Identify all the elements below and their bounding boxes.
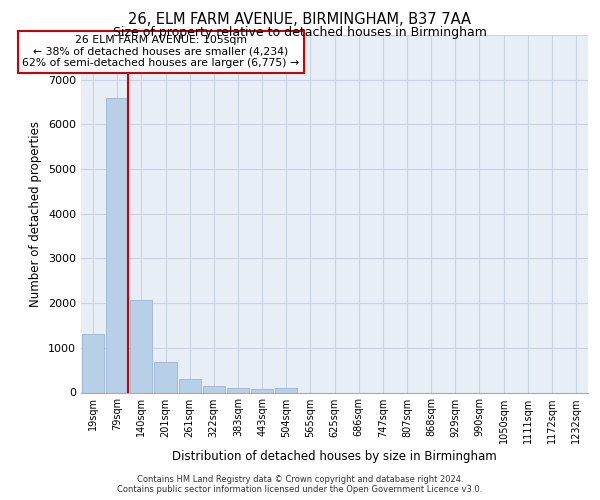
Text: Size of property relative to detached houses in Birmingham: Size of property relative to detached ho… [113,26,487,39]
Bar [130,300,152,392]
Text: Contains HM Land Registry data © Crown copyright and database right 2024.
Contai: Contains HM Land Registry data © Crown c… [118,474,482,494]
Y-axis label: Number of detached properties: Number of detached properties [29,120,43,306]
Bar [275,388,298,392]
Text: 26 ELM FARM AVENUE: 105sqm
← 38% of detached houses are smaller (4,234)
62% of s: 26 ELM FARM AVENUE: 105sqm ← 38% of deta… [22,35,299,68]
Bar [154,362,176,392]
Bar [251,390,273,392]
Bar [179,378,201,392]
Bar [106,98,128,393]
Text: 26, ELM FARM AVENUE, BIRMINGHAM, B37 7AA: 26, ELM FARM AVENUE, BIRMINGHAM, B37 7AA [128,12,472,28]
Bar [227,388,249,392]
Bar [203,386,225,392]
Bar [82,334,104,392]
X-axis label: Distribution of detached houses by size in Birmingham: Distribution of detached houses by size … [172,450,497,463]
